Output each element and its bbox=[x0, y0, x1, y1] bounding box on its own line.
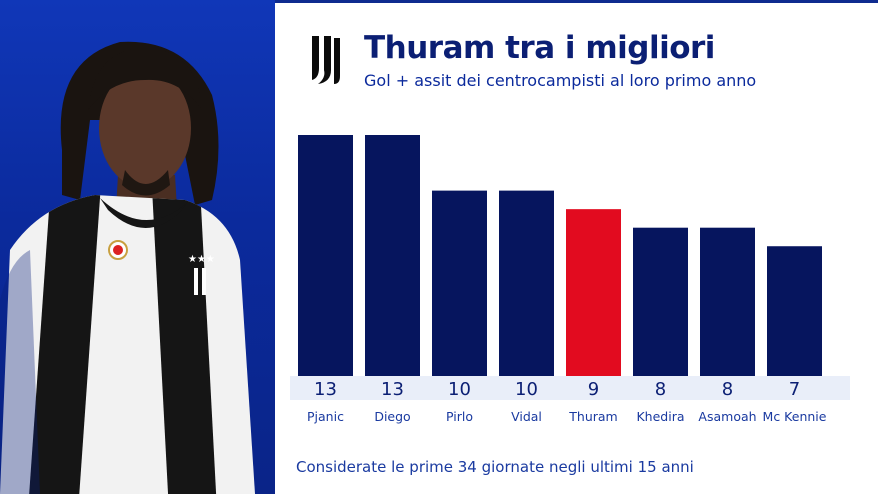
value-label: 13 bbox=[381, 379, 404, 400]
category-label: Thuram bbox=[568, 409, 617, 424]
bar-pirlo bbox=[432, 190, 487, 376]
category-label: Khedira bbox=[636, 409, 684, 424]
value-label: 13 bbox=[314, 379, 337, 400]
bar-chart: 13 Pjanic 13 Diego 10 Pirlo 10 Vidal 9 Thuram 8 Khe… bbox=[290, 135, 850, 424]
player-photo-panel: ★★★ bbox=[0, 0, 275, 494]
bar-asamoah bbox=[700, 227, 755, 376]
category-label: Mc Kennie bbox=[763, 409, 827, 424]
juventus-logo-icon bbox=[312, 36, 340, 84]
bar-vidal bbox=[499, 190, 554, 376]
value-label: 8 bbox=[655, 379, 666, 400]
bar-pjanic bbox=[298, 135, 353, 376]
bar-diego bbox=[365, 135, 420, 376]
category-label: Pirlo bbox=[446, 409, 473, 424]
category-label: Diego bbox=[374, 409, 410, 424]
value-band bbox=[290, 376, 850, 400]
bar-thuram bbox=[566, 209, 621, 376]
category-label: Asamoah bbox=[698, 409, 756, 424]
player-photo: ★★★ bbox=[0, 41, 255, 494]
chart-title: Thuram tra i migliori bbox=[364, 30, 715, 66]
value-label: 10 bbox=[448, 379, 471, 400]
bar-mc-kennie bbox=[767, 246, 822, 376]
svg-text:★★★: ★★★ bbox=[188, 254, 215, 265]
bar-khedira bbox=[633, 227, 688, 376]
value-label: 9 bbox=[588, 379, 599, 400]
footnote: Considerate le prime 34 giornate negli u… bbox=[296, 458, 694, 476]
category-label: Pjanic bbox=[307, 409, 344, 424]
value-label: 8 bbox=[722, 379, 733, 400]
top-border bbox=[275, 0, 878, 3]
category-label: Vidal bbox=[511, 409, 542, 424]
chart-subtitle: Gol + assit dei centrocampisti al loro p… bbox=[364, 71, 757, 90]
value-label: 10 bbox=[515, 379, 538, 400]
value-label: 7 bbox=[789, 379, 800, 400]
